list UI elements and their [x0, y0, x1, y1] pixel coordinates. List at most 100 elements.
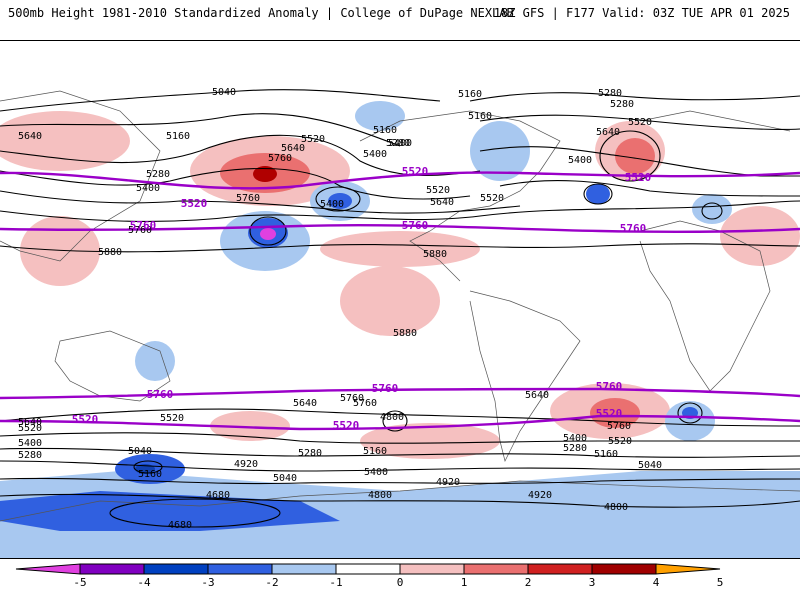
contour-line [0, 408, 800, 427]
contour-line [0, 113, 401, 147]
contour-label: 5040 [212, 87, 236, 98]
contour-5760-north [0, 223, 800, 234]
positive-anomaly [590, 398, 640, 428]
colorbar-segment [207, 563, 273, 575]
contour-label: 5040 [273, 473, 297, 484]
contour-label: 5640 [525, 390, 549, 401]
contour-label: 5400 [136, 183, 160, 194]
colorbar-segment [143, 563, 209, 575]
contour-line [382, 410, 408, 432]
contour-labels: 5040516051605280552051605280540056405520… [18, 87, 662, 531]
europe-coast [639, 110, 791, 132]
contour-label: 5640 [281, 143, 305, 154]
contour-label: 5880 [393, 328, 417, 339]
contour-label: 5760 [402, 219, 429, 232]
contour-label: 4800 [380, 412, 404, 423]
negative-anomaly [328, 193, 352, 209]
contour-label: 5520 [402, 165, 429, 178]
map-title: 500mb Height 1981-2010 Standardized Anom… [8, 6, 514, 20]
contour-label: 5760 [372, 382, 399, 395]
contour-label: 5760 [353, 398, 377, 409]
contour-label: 4800 [368, 490, 392, 501]
contour-label: 5520 [181, 197, 208, 210]
negative-anomaly [0, 471, 800, 558]
negative-anomaly [692, 194, 732, 224]
colorbar-tick-label: -2 [265, 576, 279, 589]
contour-line [499, 179, 800, 197]
contour-label: 5280 [146, 169, 170, 180]
contour-label: 5160 [166, 131, 190, 142]
contour-line [599, 130, 661, 182]
south-america-coast [469, 290, 581, 463]
contour-label: 5760 [268, 153, 292, 164]
contour-label: 5880 [423, 249, 447, 260]
contour-line [133, 460, 163, 474]
north-america-coast [359, 110, 561, 282]
contour-5760-south [0, 387, 800, 400]
contour-label: 4920 [528, 490, 552, 501]
contour-label: 5760 [130, 219, 157, 232]
contour-label: 5520 [426, 185, 450, 196]
contour-label: 4800 [604, 502, 628, 513]
contour-label: 5400 [388, 138, 412, 149]
contour-label: 5400 [320, 199, 344, 210]
contour-label: 5640 [293, 398, 317, 409]
colorbar: -5 -4 -3 -2 -1 0 1 2 3 4 5 [0, 560, 800, 600]
negative-anomaly [470, 121, 530, 181]
colorbar-tick-label: 3 [588, 576, 596, 589]
coastlines [0, 90, 800, 522]
contour-label: 5160 [594, 449, 618, 460]
reference-contours [0, 171, 800, 431]
negative-anomaly [586, 184, 610, 204]
contour-label: 5160 [468, 111, 492, 122]
colorbar-tick-label: 5 [716, 576, 724, 589]
contour-label: 5280 [598, 88, 622, 99]
contour-5520-south [0, 414, 800, 431]
colorbar-segment [15, 563, 81, 575]
positive-anomaly [320, 231, 480, 267]
positive-anomaly [0, 111, 130, 171]
contour-label: 5760 [607, 421, 631, 432]
colorbar-tick-label: 2 [524, 576, 532, 589]
contour-line [0, 432, 800, 444]
colorbar-tick-label: -5 [73, 576, 87, 589]
positive-anomaly [615, 138, 655, 174]
contour-line [0, 89, 441, 112]
africa-coast [639, 220, 771, 392]
contour-label: 5280 [18, 450, 42, 461]
colorbar-segment [591, 563, 657, 575]
contour-line [0, 167, 471, 200]
colorbar-tick-label: -1 [329, 576, 343, 589]
contour-line [315, 186, 361, 212]
contour-line [677, 402, 703, 424]
contour-label: 5160 [373, 125, 397, 136]
contour-label: 5520 [480, 193, 504, 204]
negative-anomaly [135, 341, 175, 381]
contour-label: 5760 [147, 388, 174, 401]
contour-5520-north [0, 171, 800, 190]
contour-label: 4920 [436, 477, 460, 488]
contour-label: 4920 [234, 459, 258, 470]
colorbar-segment [463, 563, 529, 575]
contour-label: 5520 [333, 419, 360, 432]
reference-contour-labels: 5520 5760 5520 5760 5520 5760 5760 5760 5760 5520… [72, 165, 652, 432]
contour-label: 5760 [596, 380, 623, 393]
contour-label: 5160 [458, 89, 482, 100]
contour-line [109, 498, 281, 528]
contour-label: 5880 [98, 247, 122, 258]
contour-line [0, 460, 800, 472]
positive-anomaly [360, 423, 500, 459]
positive-anomaly [253, 166, 277, 182]
colorbar-scale [15, 563, 721, 575]
contour-line [479, 146, 800, 177]
contour-label: 5400 [363, 149, 387, 160]
contour-label: 4680 [206, 490, 230, 501]
contour-label: 5520 [160, 413, 184, 424]
colorbar-segment [655, 563, 721, 575]
contour-label: 5400 [364, 467, 388, 478]
contour-line [0, 190, 521, 214]
negative-anomaly [665, 401, 715, 441]
contour-line [0, 447, 800, 458]
contour-label: 5400 [568, 155, 592, 166]
contour-label: 5040 [638, 460, 662, 471]
